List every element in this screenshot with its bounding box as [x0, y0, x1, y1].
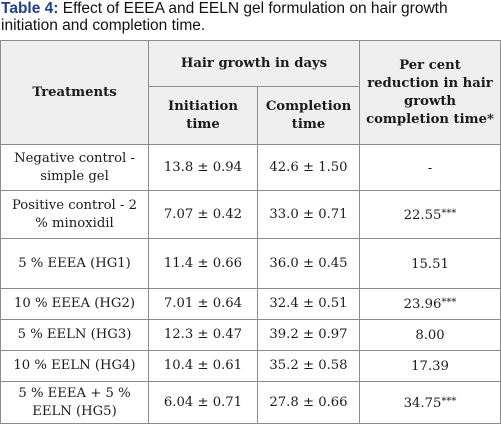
results-table: Treatments Hair growth in days Per cent …	[0, 40, 501, 424]
significance-marker: ***	[441, 207, 457, 219]
table-row: Negative control - simple gel 13.8 ± 0.9…	[0, 144, 501, 191]
header-completion: Completion time	[257, 86, 360, 145]
cell-treatment: 10 % EELN (HG4)	[0, 350, 149, 382]
table-row: 10 % EEEA (HG2) 7.01 ± 0.64 32.4 ± 0.51 …	[0, 288, 501, 320]
cell-initiation: 13.8 ± 0.94	[148, 144, 258, 191]
cell-completion: 39.2 ± 0.97	[257, 319, 360, 351]
cell-treatment: Positive control - 2 % minoxidil	[0, 190, 149, 239]
cell-initiation: 7.07 ± 0.42	[148, 190, 258, 239]
reduction-value: -	[427, 160, 433, 176]
cell-reduction: 34.75***	[359, 381, 501, 424]
cell-reduction: 22.55***	[359, 190, 501, 239]
cell-treatment: 10 % EEEA (HG2)	[0, 288, 149, 320]
reduction-value: 23.96	[403, 297, 442, 312]
cell-completion: 36.0 ± 0.45	[257, 238, 360, 289]
table-caption-text: Effect of EEEA and EELN gel formulation …	[1, 0, 448, 34]
cell-initiation: 12.3 ± 0.47	[148, 319, 258, 351]
cell-initiation: 7.01 ± 0.64	[148, 288, 258, 320]
cell-reduction: 8.00	[359, 319, 501, 351]
cell-treatment: Negative control - simple gel	[0, 144, 149, 191]
cell-treatment: 5 % EELN (HG3)	[0, 319, 149, 351]
header-initiation: Initiation time	[148, 86, 258, 145]
table-caption-label: Table 4:	[1, 0, 59, 17]
cell-completion: 33.0 ± 0.71	[257, 190, 360, 239]
header-reduction: Per cent reduction in hair growth comple…	[359, 40, 501, 145]
cell-initiation: 10.4 ± 0.61	[148, 350, 258, 382]
cell-completion: 32.4 ± 0.51	[257, 288, 360, 320]
cell-completion: 42.6 ± 1.50	[257, 144, 360, 191]
table-row: 5 % EELN (HG3) 12.3 ± 0.47 39.2 ± 0.97 8…	[0, 319, 501, 351]
cell-treatment: 5 % EEEA (HG1)	[0, 238, 149, 289]
table-row: Positive control - 2 % minoxidil 7.07 ± …	[0, 190, 501, 239]
table-caption: Table 4: Effect of EEEA and EELN gel for…	[1, 0, 501, 34]
cell-initiation: 6.04 ± 0.71	[148, 381, 258, 424]
reduction-value: 34.75	[403, 395, 442, 411]
significance-marker: ***	[441, 297, 457, 308]
reduction-value: 8.00	[415, 328, 445, 343]
header-row-1: Treatments Hair growth in days Per cent …	[0, 40, 501, 145]
reduction-value: 17.39	[411, 359, 449, 374]
cell-reduction: -	[359, 144, 501, 191]
header-treatments: Treatments	[0, 40, 149, 145]
cell-reduction: 15.51	[359, 238, 501, 289]
cell-completion: 35.2 ± 0.58	[257, 350, 360, 382]
cell-reduction: 23.96***	[359, 288, 501, 320]
cell-reduction: 17.39	[359, 350, 501, 382]
table-row: 5 % EEEA + 5 % EELN (HG5) 6.04 ± 0.71 27…	[0, 381, 501, 424]
table-row: 5 % EEEA (HG1) 11.4 ± 0.66 36.0 ± 0.45 1…	[0, 238, 501, 289]
header-hair-growth: Hair growth in days	[148, 40, 360, 87]
reduction-value: 22.55	[403, 207, 442, 223]
cell-completion: 27.8 ± 0.66	[257, 381, 360, 424]
cell-treatment: 5 % EEEA + 5 % EELN (HG5)	[0, 381, 149, 424]
header-row-2: Initiation time Completion time	[1, 86, 501, 145]
cell-initiation: 11.4 ± 0.66	[148, 238, 258, 289]
table-row: 10 % EELN (HG4) 10.4 ± 0.61 35.2 ± 0.58 …	[0, 350, 501, 382]
significance-marker: ***	[441, 395, 457, 407]
reduction-value: 15.51	[411, 256, 449, 272]
